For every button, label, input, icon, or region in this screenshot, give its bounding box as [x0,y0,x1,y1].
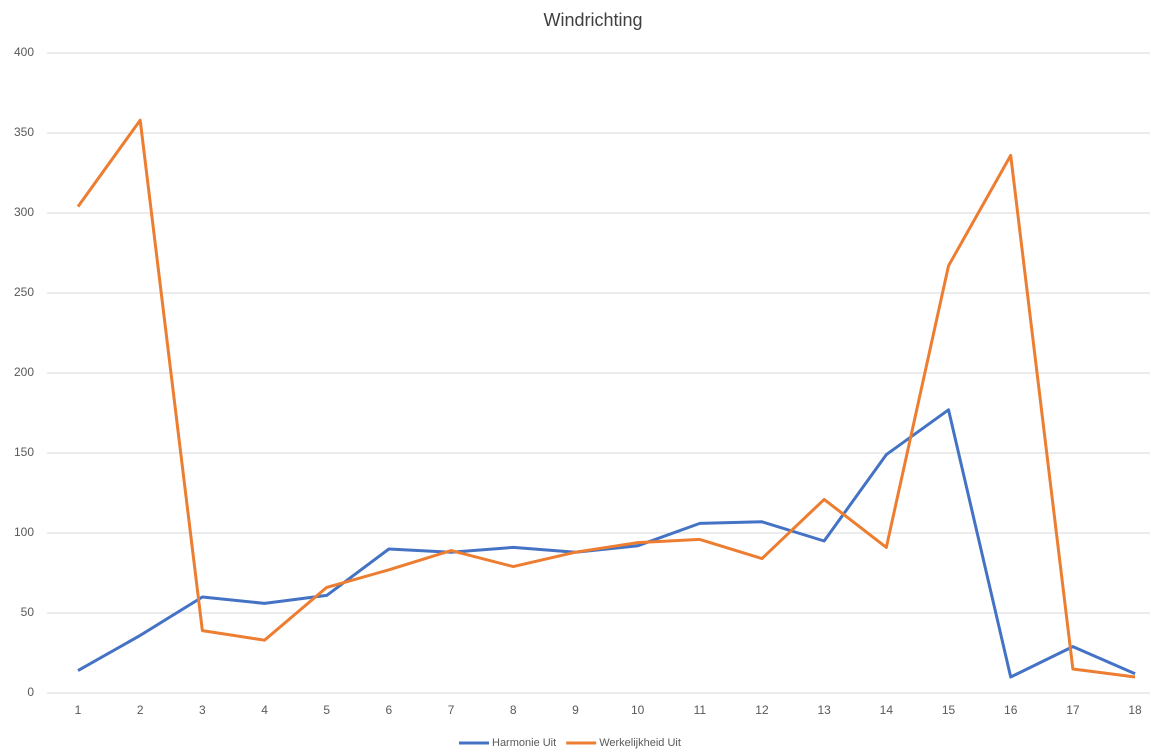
x-tick-label: 11 [694,703,707,717]
x-tick-label: 10 [631,703,645,717]
x-tick-label: 2 [137,703,144,717]
y-tick-label: 250 [14,285,34,299]
x-tick-label: 7 [448,703,455,717]
x-tick-label: 12 [755,703,769,717]
y-tick-label: 100 [14,525,34,539]
chart-title: Windrichting [543,10,642,30]
y-tick-label: 350 [14,125,34,139]
y-tick-label: 0 [27,685,34,699]
series-line [77,408,1136,679]
legend-label: Harmonie Uit [492,737,556,749]
y-tick-label: 150 [14,445,34,459]
x-tick-label: 16 [1004,703,1018,717]
x-tick-label: 9 [572,703,579,717]
legend-label: Werkelijkheid Uit [599,737,681,749]
y-tick-label: 300 [14,205,34,219]
x-tick-label: 13 [817,703,831,717]
y-tick-label: 50 [21,605,35,619]
x-tick-label: 3 [199,703,206,717]
x-tick-label: 1 [75,703,82,717]
x-tick-label: 8 [510,703,517,717]
x-tick-label: 14 [880,703,894,717]
y-tick-label: 400 [14,45,34,59]
x-tick-label: 17 [1066,703,1080,717]
x-tick-label: 15 [942,703,956,717]
x-tick-label: 6 [386,703,393,717]
y-tick-label: 200 [14,365,34,379]
series-line [76,118,1136,679]
x-tick-label: 18 [1128,703,1142,717]
x-tick-label: 4 [261,703,268,717]
x-tick-label: 5 [323,703,330,717]
